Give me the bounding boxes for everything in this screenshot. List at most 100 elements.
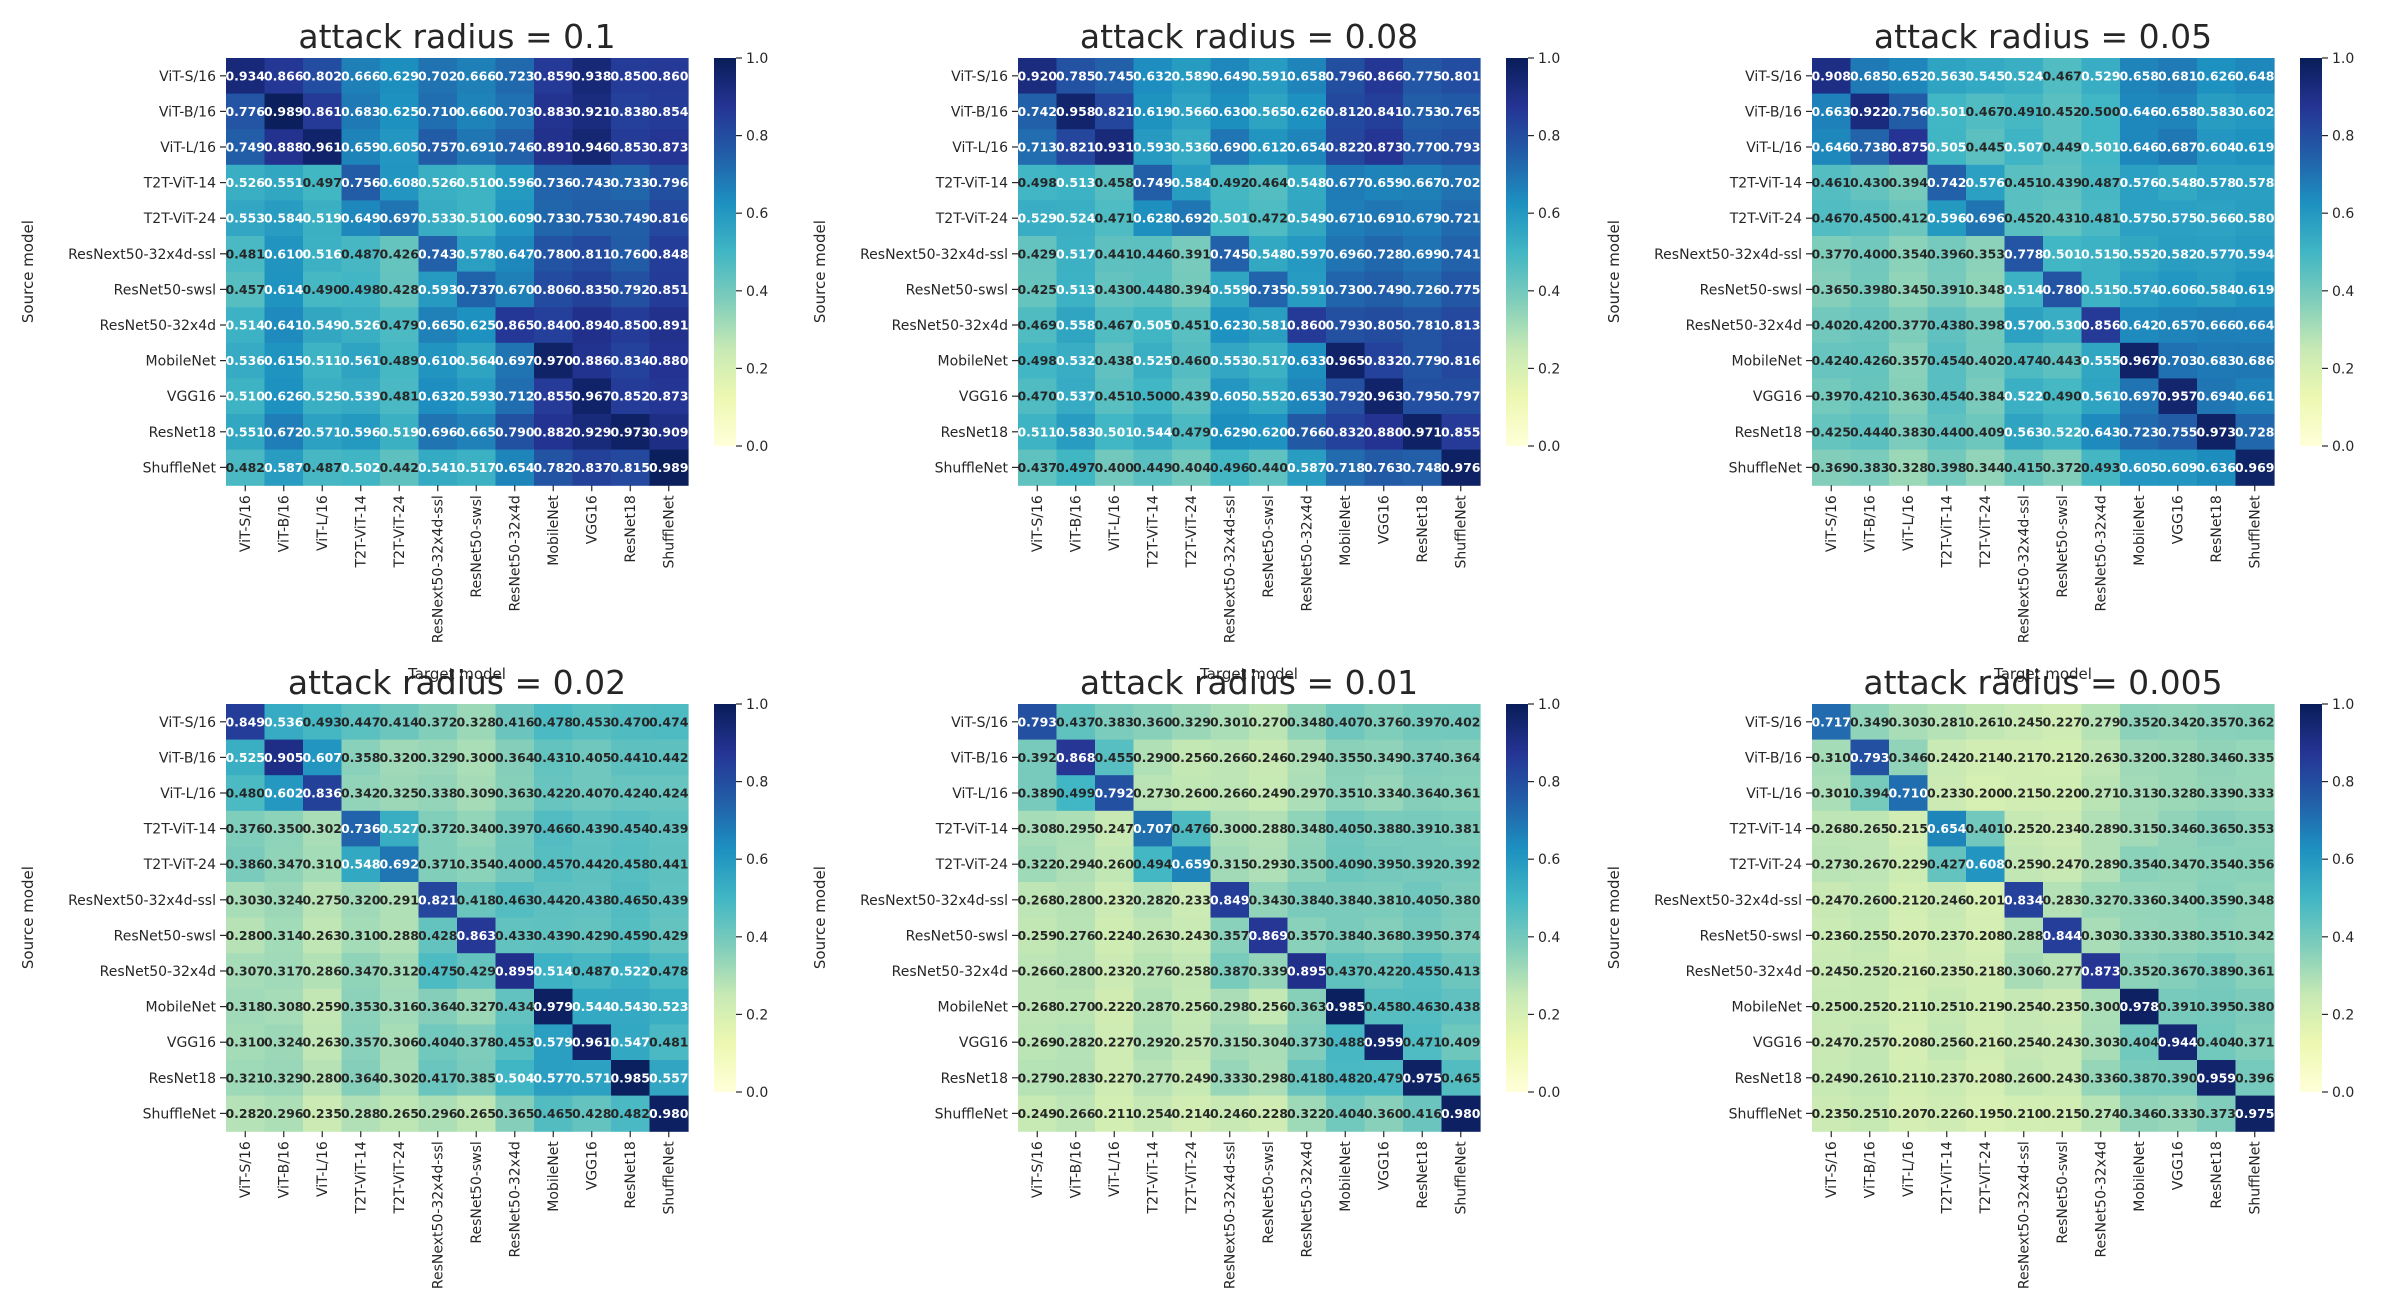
cell-value-label: 0.795: [1402, 389, 1442, 404]
x-tick-label: MobileNet: [1338, 495, 1354, 566]
cell-value-label: 0.245: [2004, 714, 2044, 729]
cell-value-label: 0.252: [1850, 964, 1890, 979]
cell-value-label: 0.835: [572, 282, 612, 297]
heatmap-cell: [1249, 882, 1289, 919]
cell-value-label: 0.672: [264, 424, 304, 439]
cell-value-label: 0.514: [225, 318, 265, 333]
heatmap-cell: [1056, 988, 1096, 1025]
cell-value-label: 0.458: [1094, 175, 1134, 190]
heatmap-cell: [1018, 93, 1058, 130]
cell-value-label: 0.259: [302, 999, 342, 1014]
heatmap-cell: [534, 988, 574, 1025]
cell-value-label: 0.454: [610, 821, 650, 836]
heatmap-cell: [1326, 739, 1366, 776]
heatmap-cell: [2197, 917, 2237, 954]
cell-value-label: 0.224: [1094, 928, 1134, 943]
heatmap-cell: [649, 93, 689, 130]
cell-value-label: 0.548: [1287, 175, 1327, 190]
heatmap-cell: [2081, 704, 2121, 741]
heatmap-cell: [1966, 739, 2006, 776]
heatmap-cell: [1056, 953, 1096, 990]
cell-value-label: 0.208: [1888, 1035, 1928, 1050]
heatmap-title: attack radius = 0.05: [1874, 17, 2212, 56]
cell-value-label: 0.344: [1965, 460, 2005, 475]
heatmap-cell: [264, 917, 304, 954]
cell-value-label: 0.790: [495, 424, 535, 439]
cell-value-label: 0.985: [610, 1070, 650, 1085]
cell-value-label: 0.303: [1888, 714, 1928, 729]
cell-value-label: 0.211: [1094, 1106, 1134, 1121]
cell-value-label: 0.453: [495, 1035, 535, 1050]
cell-value-label: 0.489: [379, 353, 419, 368]
cell-value-label: 0.837: [572, 460, 612, 475]
cell-value-label: 0.402: [1811, 318, 1851, 333]
cell-value-label: 0.873: [1364, 140, 1404, 155]
x-tick-label: T2T-ViT-14: [1940, 1141, 1956, 1214]
cell-value-label: 0.609: [2158, 460, 2198, 475]
heatmap-cell: [380, 200, 420, 237]
y-tick-label: ViT-B/16: [951, 750, 1008, 766]
cell-value-label: 0.211: [1888, 999, 1928, 1014]
cell-value-label: 0.265: [379, 1106, 419, 1121]
cell-value-label: 0.195: [1965, 1106, 2005, 1121]
heatmap-cell: [1249, 953, 1289, 990]
cell-value-label: 0.371: [2235, 1035, 2275, 1050]
x-tick-label: ViT-L/16: [1901, 1141, 1917, 1197]
heatmap-cell: [572, 449, 612, 486]
x-tick-label: ResNet50-swsl: [1261, 495, 1277, 597]
heatmap-cell: [534, 164, 574, 201]
y-tick-label: ViT-B/16: [159, 750, 216, 766]
heatmap-cell: [1403, 129, 1443, 166]
cell-value-label: 0.215: [2042, 1106, 2082, 1121]
cell-value-label: 0.850: [610, 318, 650, 333]
cell-value-label: 0.347: [264, 857, 304, 872]
heatmap-cell: [2158, 739, 2198, 776]
heatmap-cell: [1364, 739, 1404, 776]
cell-value-label: 0.443: [2042, 353, 2082, 368]
heatmap-cell: [457, 449, 497, 486]
heatmap-cell: [534, 1024, 574, 1061]
heatmap-cell: [534, 1060, 574, 1097]
cell-value-label: 0.212: [1888, 892, 1928, 907]
cell-value-label: 0.200: [1965, 786, 2005, 801]
cell-value-label: 0.327: [456, 999, 496, 1014]
heatmap-cell: [1210, 378, 1250, 415]
cell-value-label: 0.249: [1171, 1070, 1211, 1085]
heatmap-cell: [2043, 58, 2083, 95]
cell-value-label: 0.308: [264, 999, 304, 1014]
heatmap-cell: [264, 342, 304, 379]
cell-value-label: 0.429: [456, 964, 496, 979]
cell-value-label: 0.310: [225, 1035, 265, 1050]
x-tick-label: ResNet18: [623, 495, 639, 562]
heatmap-cell: [303, 1060, 343, 1097]
cell-value-label: 0.334: [1364, 786, 1404, 801]
heatmap-cell: [1056, 164, 1096, 201]
cell-value-label: 0.703: [2158, 353, 2198, 368]
heatmap-cell: [649, 1060, 689, 1097]
cell-value-label: 0.811: [572, 246, 612, 261]
heatmap-panel: attack radius = 0.020.8490.5360.4930.447…: [19, 663, 768, 1289]
cell-value-label: 0.737: [456, 282, 496, 297]
heatmap-cell: [572, 882, 612, 919]
cell-value-label: 0.866: [1364, 68, 1404, 83]
cell-value-label: 0.526: [341, 318, 381, 333]
heatmap-cell: [2120, 307, 2160, 344]
cell-value-label: 0.453: [572, 714, 612, 729]
cell-value-label: 0.710: [1888, 786, 1928, 801]
cell-value-label: 0.415: [2004, 460, 2044, 475]
heatmap-cell: [2197, 93, 2237, 130]
cell-value-label: 0.219: [1965, 999, 2005, 1014]
cell-value-label: 0.291: [379, 892, 419, 907]
heatmap-cell: [1364, 271, 1404, 308]
heatmap-cell: [380, 917, 420, 954]
heatmap-cell: [226, 775, 266, 812]
heatmap-cell: [2081, 58, 2121, 95]
heatmap-cell: [1249, 988, 1289, 1025]
cell-value-label: 0.578: [456, 246, 496, 261]
heatmap-cell: [2235, 704, 2275, 741]
heatmap-cell: [264, 58, 304, 95]
heatmap-cell: [1927, 307, 1967, 344]
colorbar-tick-label: 1.0: [746, 51, 768, 67]
cell-value-label: 0.629: [1210, 424, 1250, 439]
x-tick-label: MobileNet: [2132, 1141, 2148, 1212]
